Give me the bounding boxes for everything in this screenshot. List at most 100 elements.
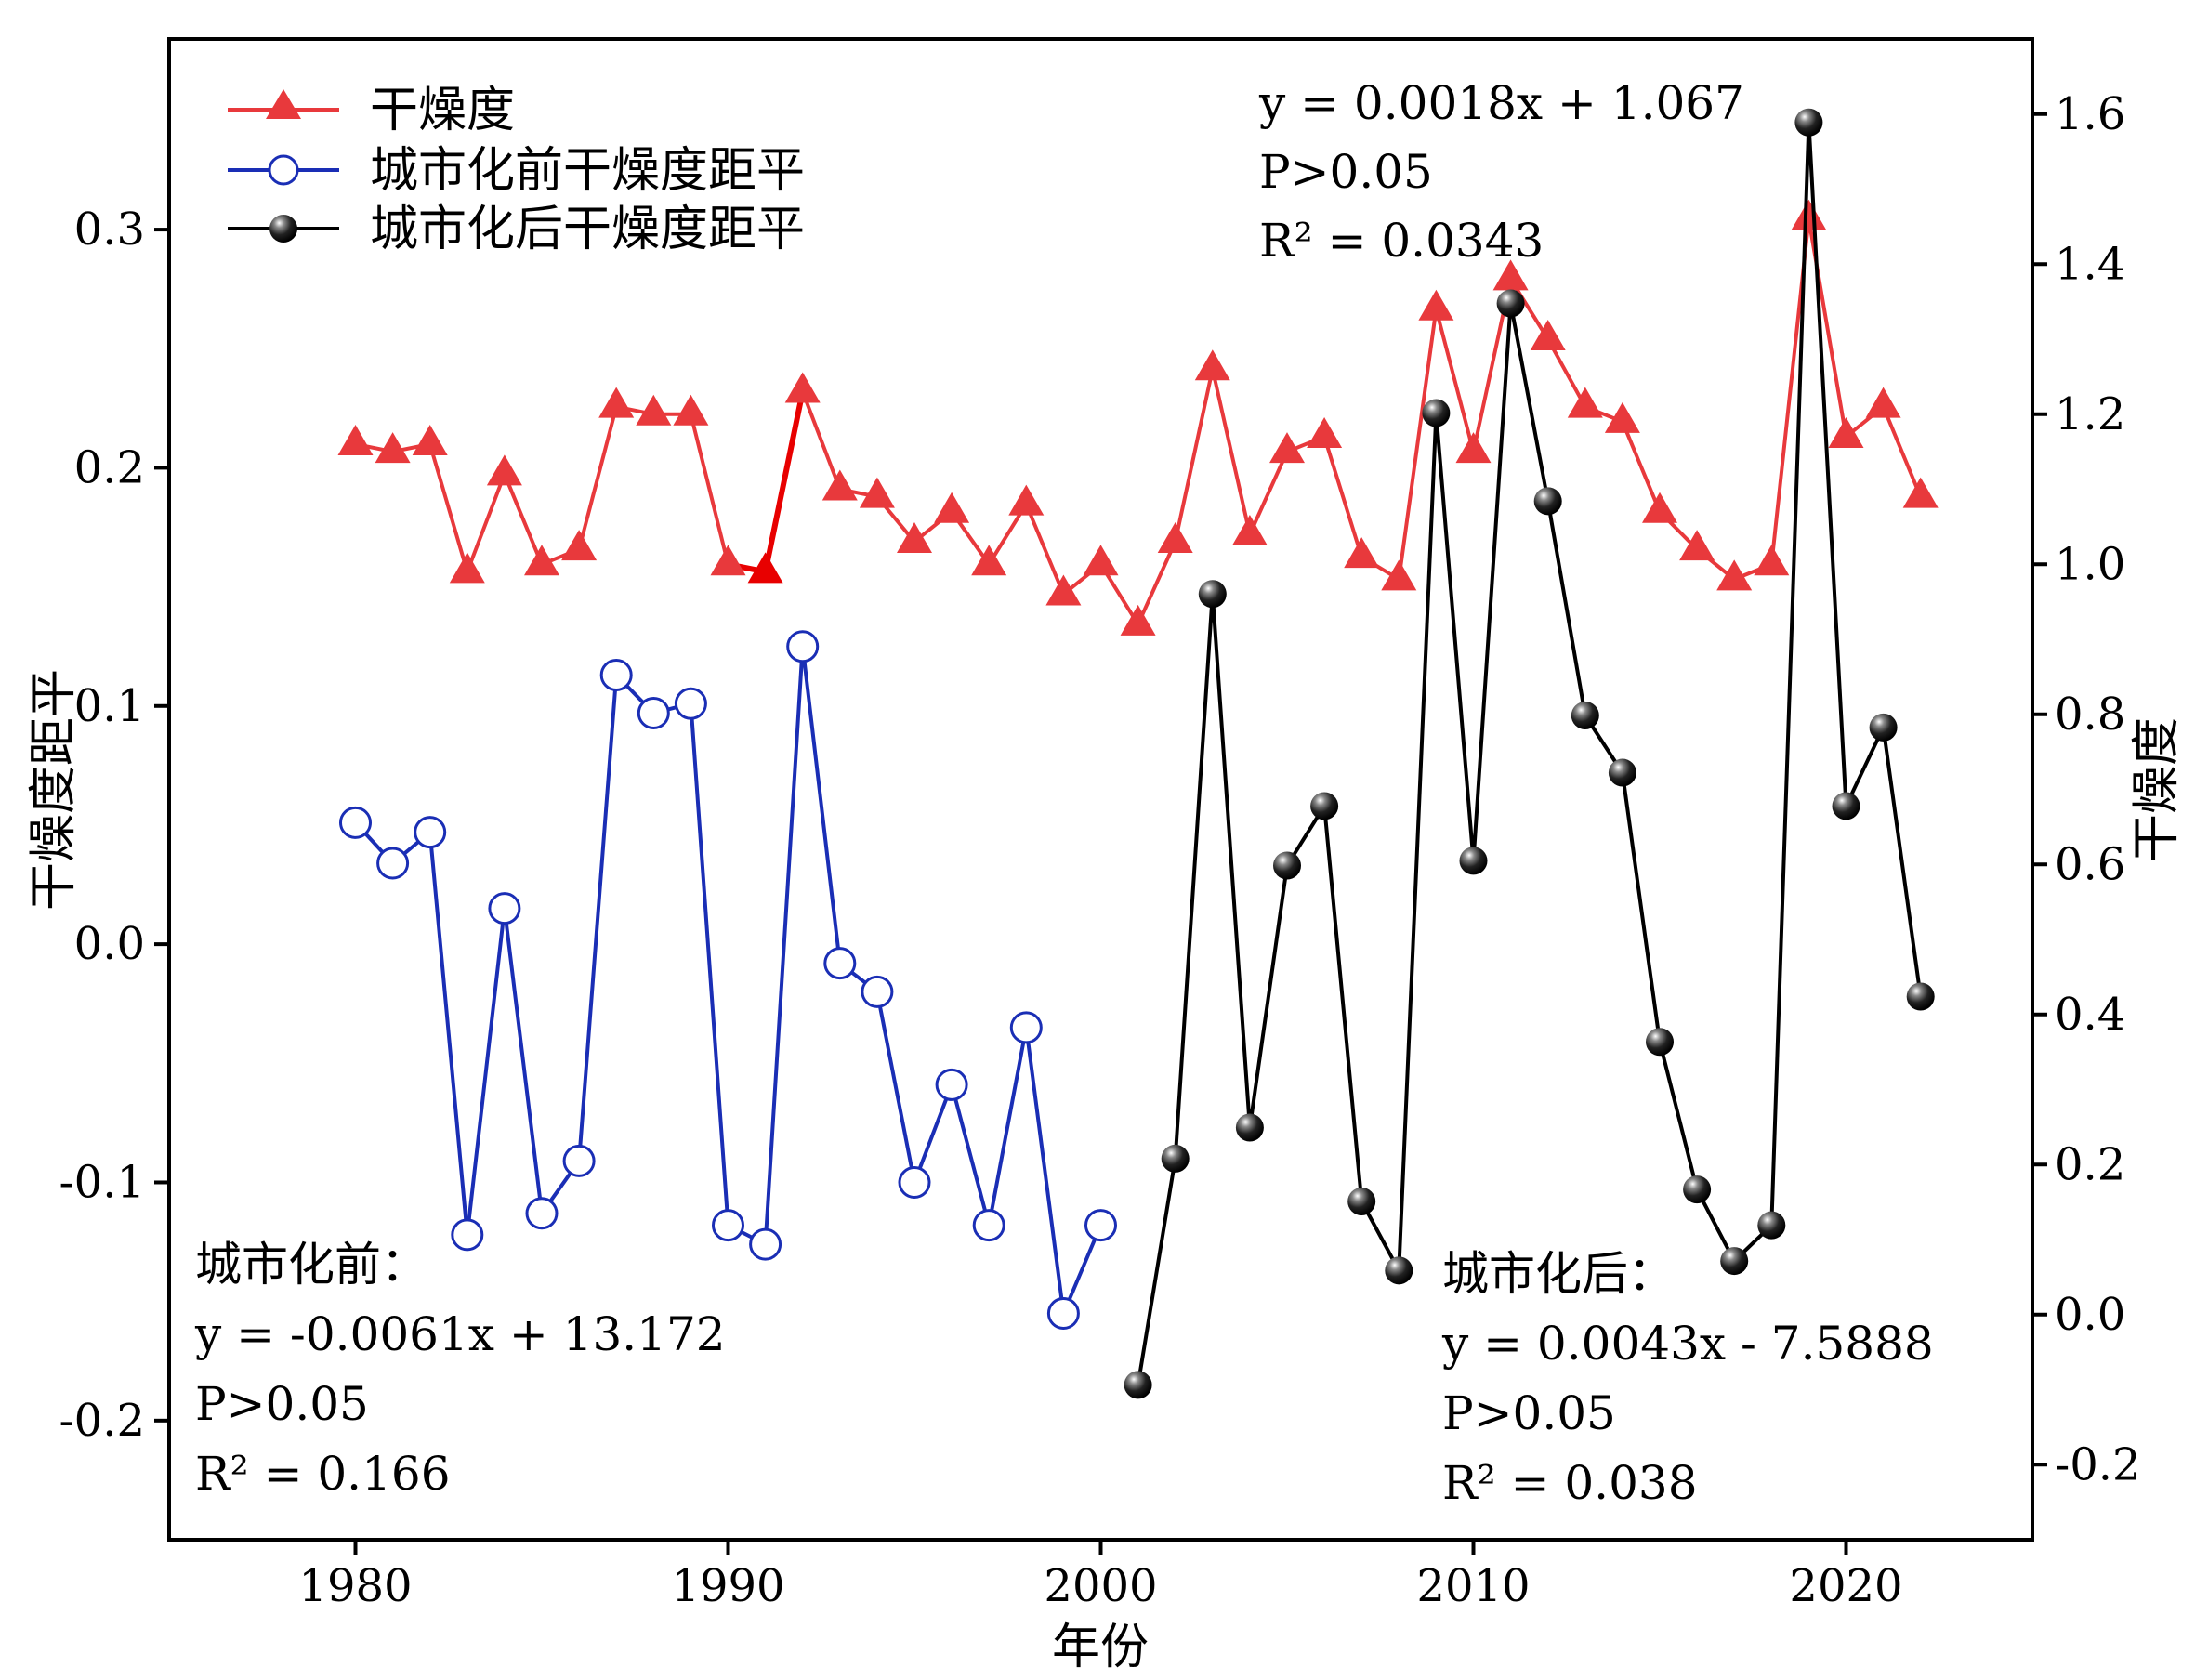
annotation-before-p: P>0.05 xyxy=(195,1377,369,1431)
data-point-triangle xyxy=(1530,320,1566,350)
y-right-tick-label: 0.8 xyxy=(2055,689,2125,741)
data-point-triangle xyxy=(486,454,522,486)
data-point-triangle xyxy=(598,387,635,418)
legend-open-circle-marker xyxy=(268,154,299,186)
data-point-triangle xyxy=(1120,604,1156,636)
data-point-triangle xyxy=(636,394,672,426)
series-line xyxy=(1136,120,1923,1385)
data-point-open-circle xyxy=(674,687,707,720)
annotation-before-equation: y = -0.0061x + 13.172 xyxy=(194,1307,726,1361)
y-left-axis-title: 干燥度距平 xyxy=(26,669,82,911)
y-right-axis-title: 干燥度 xyxy=(2129,717,2185,862)
data-point-sphere xyxy=(1161,1144,1190,1173)
data-point-triangle xyxy=(1865,387,1901,418)
data-point-triangle xyxy=(1307,416,1343,448)
y-right-tick-label: 0.2 xyxy=(2055,1138,2125,1190)
legend-triangle-marker xyxy=(266,89,301,119)
data-point-triangle xyxy=(821,469,858,501)
data-point-triangle xyxy=(710,545,746,576)
data-point-open-circle xyxy=(599,658,633,691)
data-point-sphere xyxy=(1273,851,1301,880)
x-tick-label: 2020 xyxy=(1789,1560,1902,1612)
legend-item-after: 城市化后干燥度距平 xyxy=(228,202,805,257)
data-point-triangle xyxy=(747,552,783,584)
annotation-top: y = 0.0018x + 1.067 P>0.05 R² = 0.0343 xyxy=(1258,76,1744,268)
data-point-open-circle xyxy=(861,975,894,1008)
y-left-tick-label: 0.1 xyxy=(74,680,145,732)
data-point-sphere xyxy=(1869,713,1898,742)
data-point-triangle xyxy=(934,492,970,523)
data-point-open-circle xyxy=(972,1209,1005,1242)
data-point-open-circle xyxy=(339,806,372,839)
data-point-sphere xyxy=(1757,1211,1786,1240)
data-point-triangle xyxy=(375,432,411,464)
x-axis-ticks: 1980 1990 2000 2010 2020 xyxy=(298,1540,1903,1612)
data-point-open-circle xyxy=(712,1209,744,1242)
x-tick-label: 1990 xyxy=(671,1560,784,1612)
data-point-open-circle xyxy=(1009,1011,1043,1044)
legend-label-dryness: 干燥度 xyxy=(370,83,515,138)
data-point-open-circle xyxy=(488,892,521,925)
data-point-open-circle xyxy=(637,696,670,729)
y-right-tick-label: 1.2 xyxy=(2055,388,2125,440)
data-point-sphere xyxy=(1832,792,1860,820)
y-left-axis-ticks: -0.2 -0.1 0.0 0.1 0.2 0.3 xyxy=(59,203,169,1447)
data-point-sphere xyxy=(1385,1256,1413,1285)
data-point-triangle xyxy=(1754,545,1790,576)
data-point-triangle xyxy=(1492,259,1529,291)
annotation-top-p: P>0.05 xyxy=(1259,145,1433,199)
legend-sphere-marker xyxy=(269,215,297,243)
data-point-triangle xyxy=(1828,416,1864,448)
data-point-sphere xyxy=(1198,580,1227,609)
annotation-after-p: P>0.05 xyxy=(1442,1386,1616,1440)
data-point-sphere xyxy=(1533,487,1562,516)
y-left-tick-label: -0.2 xyxy=(59,1395,145,1447)
annotation-after-r2: R² = 0.038 xyxy=(1442,1456,1698,1510)
data-point-open-circle xyxy=(376,847,410,880)
legend-label-after: 城市化后干燥度距平 xyxy=(370,202,805,257)
data-point-sphere xyxy=(1347,1187,1376,1215)
data-point-open-circle xyxy=(1084,1209,1117,1242)
data-point-open-circle xyxy=(749,1227,782,1261)
data-point-triangle xyxy=(1604,401,1640,433)
data-point-sphere xyxy=(1459,847,1488,875)
data-point-triangle xyxy=(1418,289,1454,321)
data-point-triangle xyxy=(1902,477,1939,508)
y-left-tick-label: 0.2 xyxy=(74,441,145,493)
data-point-triangle xyxy=(1269,432,1305,464)
annotation-after-title: 城市化后： xyxy=(1442,1247,1675,1301)
data-point-open-circle xyxy=(935,1068,968,1101)
data-point-triangle xyxy=(784,372,821,403)
annotation-before: 城市化前： y = -0.0061x + 13.172 P>0.05 R² = … xyxy=(194,1238,726,1501)
data-point-triangle xyxy=(1567,387,1603,418)
data-point-sphere xyxy=(1235,1113,1264,1142)
annotation-top-r2: R² = 0.0343 xyxy=(1259,214,1544,268)
x-tick-label: 2010 xyxy=(1416,1560,1530,1612)
data-point-open-circle xyxy=(786,630,820,663)
x-axis-title: 年份 xyxy=(1052,1620,1149,1675)
legend-item-before: 城市化前干燥度距平 xyxy=(228,143,805,199)
y-right-tick-label: 1.4 xyxy=(2055,238,2125,290)
data-point-sphere xyxy=(1422,399,1451,427)
data-point-triangle xyxy=(337,425,374,456)
data-point-triangle xyxy=(1381,559,1417,591)
y-right-tick-label: 0.0 xyxy=(2055,1289,2125,1341)
data-point-triangle xyxy=(1157,522,1193,554)
data-point-triangle xyxy=(673,394,709,426)
series-line-highlight xyxy=(727,390,806,575)
annotation-before-title: 城市化前： xyxy=(195,1238,427,1292)
data-point-open-circle xyxy=(414,816,447,849)
data-point-triangle xyxy=(859,477,895,508)
x-tick-label: 1980 xyxy=(298,1560,412,1612)
y-right-tick-label: 1.0 xyxy=(2055,538,2125,590)
data-point-triangle xyxy=(412,425,448,456)
data-point-triangle xyxy=(449,552,485,584)
y-left-tick-label: -0.1 xyxy=(59,1156,145,1208)
series-line xyxy=(355,217,1923,626)
annotation-top-equation: y = 0.0018x + 1.067 xyxy=(1258,76,1744,130)
data-point-sphere xyxy=(1646,1028,1674,1057)
annotation-after-equation: y = 0.0043x - 7.5888 xyxy=(1441,1317,1934,1371)
data-point-triangle xyxy=(971,545,1007,576)
data-point-triangle xyxy=(524,545,559,576)
